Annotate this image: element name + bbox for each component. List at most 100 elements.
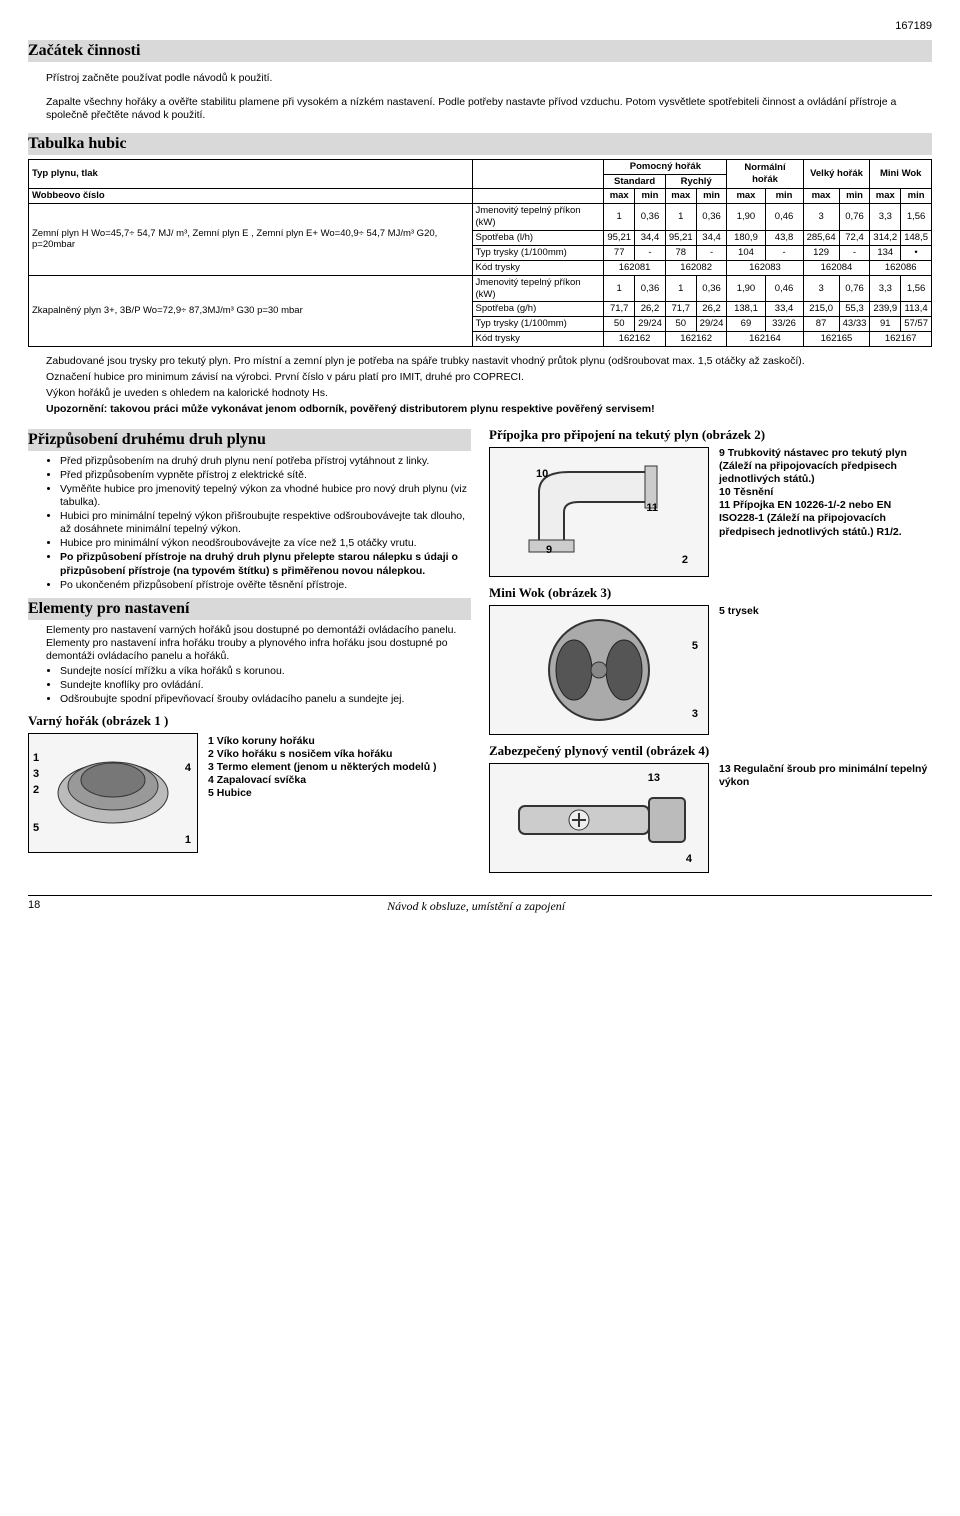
cell: - [696,245,727,260]
th-min: min [696,189,727,204]
cell: 95,21 [604,231,635,246]
note: Zabudované jsou trysky pro tekutý plyn. … [46,355,932,368]
cell: 239,9 [870,302,901,317]
cell: 162084 [803,260,870,275]
th-spacer [472,159,604,189]
figure1-parts: 1 Víko koruny hořáku 2 Víko hořáku s nos… [208,735,471,801]
table-row: Zemní plyn H Wo=45,7÷ 54,7 MJ/ m³, Zemní… [29,204,932,231]
cell: 215,0 [803,302,839,317]
figure2-box: 10 9 11 2 [489,447,709,577]
list-item: Hubice pro minimální výkon neodšroubováv… [60,537,471,550]
figure3-box: 5 3 [489,605,709,735]
cell: 91 [870,317,901,332]
fig-note: 10 Těsnění [719,486,932,499]
cell: 104 [727,245,765,260]
cell: 87 [803,317,839,332]
cell: 113,4 [901,302,932,317]
table-notes: Zabudované jsou trysky pro tekutý plyn. … [46,355,932,417]
burner-icon [33,738,193,848]
cell: 0,36 [696,275,727,302]
cell: 29/24 [696,317,727,332]
cell: 1 [604,275,635,302]
intro-block: Přístroj začněte používat podle návodů k… [46,72,932,122]
cell: 162083 [727,260,803,275]
list-item: Po ukončeném přizpůsobení přístroje ověř… [60,579,471,592]
part: 1 Víko koruny hořáku [208,735,471,748]
cell: 138,1 [727,302,765,317]
figure4-box: 13 4 [489,763,709,873]
th-aux: Pomocný hořák [604,159,727,174]
cell: 71,7 [665,302,696,317]
cell: 162167 [870,332,932,347]
cell: 78 [665,245,696,260]
wok-icon [499,610,699,730]
figure1-box: 1 3 2 5 4 1 [28,733,198,853]
param: Spotřeba (l/h) [472,231,604,246]
cell: 3 [803,275,839,302]
cell: 34,4 [635,231,666,246]
note: Upozornění: takovou práci může vykonávat… [46,403,932,416]
document-id: 167189 [28,20,932,34]
th-max: max [604,189,635,204]
th-max: max [665,189,696,204]
figure3-note: 5 trysek [719,605,932,618]
cell: - [765,245,803,260]
cell: 180,9 [727,231,765,246]
cell: 0,36 [635,275,666,302]
figure4-note: 13 Regulační šroub pro minimální tepelný… [719,763,932,789]
valve-icon [499,768,699,868]
cell: 69 [727,317,765,332]
param: Kód trysky [472,332,604,347]
part: 3 Termo element (jenom u některých model… [208,761,471,774]
cell: 162162 [604,332,666,347]
cell: 162164 [727,332,803,347]
cell: 26,2 [635,302,666,317]
cell: - [635,245,666,260]
gas-type-2: Zkapalněný plyn 3+, 3B/P Wo=72,9÷ 87,3MJ… [29,275,473,346]
cell: • [901,245,932,260]
page-number: 18 [28,899,40,914]
section-adapt: Přizpůsobení druhému druh plynu [28,429,471,451]
cell: 34,4 [696,231,727,246]
section-table: Tabulka hubic [28,133,932,155]
nozzle-table: Typ plynu, tlak Pomocný hořák Normální h… [28,159,932,347]
figure1-caption: Varný hořák (obrázek 1 ) [28,713,471,729]
cell: 1 [665,275,696,302]
cell: 162082 [665,260,727,275]
th-empty [472,189,604,204]
cell: 71,7 [604,302,635,317]
th-max: max [870,189,901,204]
figure4-caption: Zabezpečený plynový ventil (obrázek 4) [489,743,932,759]
cell: 43/33 [839,317,870,332]
cell: 3,3 [870,275,901,302]
cell: 0,76 [839,275,870,302]
list-item: Po přizpůsobení přístroje na druhý druh … [60,551,471,577]
cell: - [839,245,870,260]
table-row: Zkapalněný plyn 3+, 3B/P Wo=72,9÷ 87,3MJ… [29,275,932,302]
cell: 162162 [665,332,727,347]
list-item: Hubici pro minimální tepelný výkon přišr… [60,510,471,536]
cell: 0,46 [765,204,803,231]
connector-icon [499,452,699,572]
figure2-caption: Přípojka pro připojení na tekutý plyn (o… [489,427,932,443]
th-wok: Mini Wok [870,159,932,189]
cell: 3 [803,204,839,231]
page-footer: 18 Návod k obsluze, umístění a zapojení [28,895,932,914]
part: 5 Hubice [208,787,471,800]
th-max: max [727,189,765,204]
cell: 1,90 [727,275,765,302]
param: Jmenovitý tepelný příkon (kW) [472,204,604,231]
list-item: Před přizpůsobením na druhý druh plynu n… [60,455,471,468]
cell: 148,5 [901,231,932,246]
cell: 285,64 [803,231,839,246]
gas-type-1: Zemní plyn H Wo=45,7÷ 54,7 MJ/ m³, Zemní… [29,204,473,275]
list-item: Odšroubujte spodní připevňovací šrouby o… [60,693,471,706]
th-min: min [901,189,932,204]
param: Typ trysky (1/100mm) [472,245,604,260]
param: Spotřeba (g/h) [472,302,604,317]
th-min: min [635,189,666,204]
th-norm: Normální hořák [727,159,803,189]
intro-line2: Zapalte všechny hořáky a ověřte stabilit… [46,96,932,122]
cell: 77 [604,245,635,260]
cell: 134 [870,245,901,260]
